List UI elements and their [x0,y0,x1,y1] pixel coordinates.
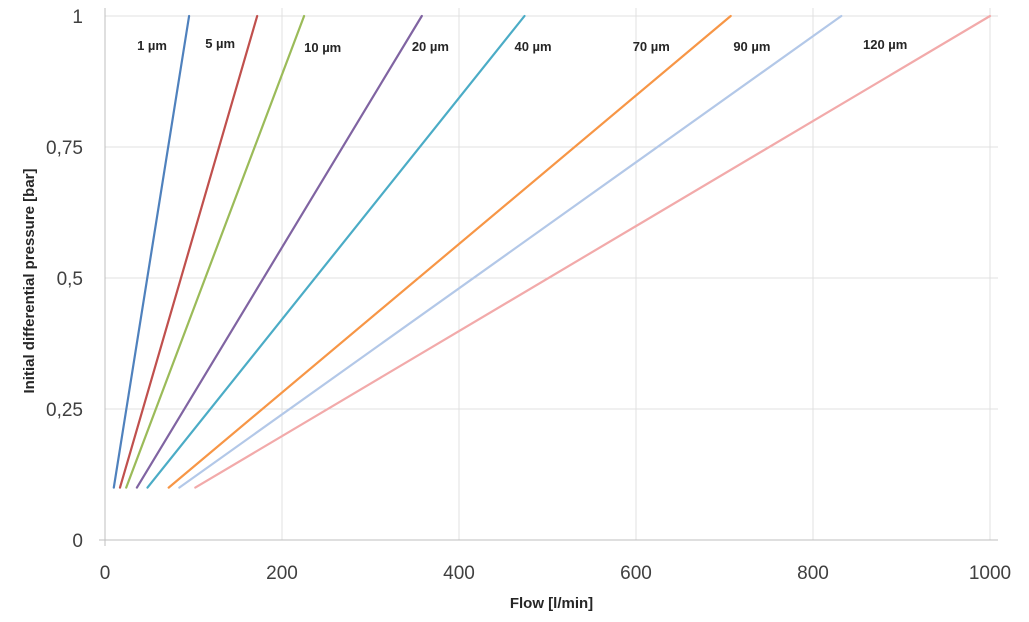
x-axis-title: Flow [l/min] [510,595,593,612]
series-lines [112,14,992,489]
axes: 0 0,25 0,5 0,75 1 0 200 400 600 800 1000 [46,7,1011,584]
series-label-120-m: 120 µm [863,37,907,52]
series-labels: 1 µm 5 µm 10 µm 20 µm 40 µm 70 µm 90 µm 120 µm [137,36,907,55]
series-line-70-m [167,14,732,489]
x-tick-label: 800 [797,563,829,584]
series-label-40-m: 40 µm [514,39,551,54]
series-label-70-m: 70 µm [633,39,670,54]
x-tick-label: 1000 [969,563,1011,584]
y-tick-label: 0,25 [46,400,83,421]
y-tick-label: 1 [72,7,83,28]
x-tick-label: 400 [443,563,475,584]
series-label-5-m: 5 µm [205,36,235,51]
grid [105,8,998,540]
series-line-1-m [112,14,191,489]
series-label-90-m: 90 µm [733,39,770,54]
series-label-10-m: 10 µm [304,40,341,55]
y-axis-title: Initial differential pressure [bar] [21,168,38,393]
series-line-120-m [194,14,992,489]
series-line-40-m [146,14,526,489]
series-line-10-m [125,14,306,489]
series-line-5-m [118,14,259,489]
y-tick-label: 0,5 [57,269,83,290]
series-label-1-m: 1 µm [137,38,167,53]
y-tick-label: 0 [72,531,83,552]
series-label-20-m: 20 µm [412,39,449,54]
series-line-90-m [178,14,843,489]
x-tick-label: 0 [100,563,111,584]
x-tick-label: 200 [266,563,298,584]
y-tick-label: 0,75 [46,138,83,159]
x-tick-label: 600 [620,563,652,584]
series-line-20-m [135,14,423,489]
